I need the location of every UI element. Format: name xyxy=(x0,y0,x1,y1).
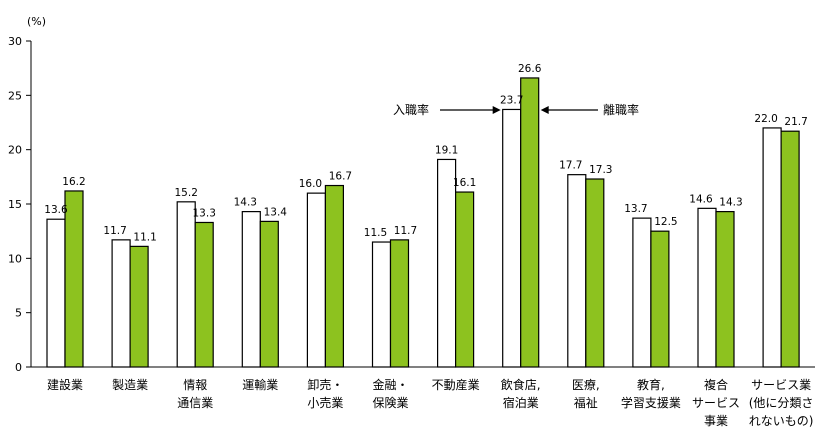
y-tick-label: 30 xyxy=(8,35,22,48)
separation-rate-value-label: 13.4 xyxy=(264,206,288,218)
separation-rate-bar xyxy=(259,220,279,368)
y-tick-label: 0 xyxy=(15,361,22,374)
y-unit-label: (%) xyxy=(27,15,46,28)
category-label: 医療, xyxy=(572,378,600,392)
entry-rate-value-label: 17.7 xyxy=(559,160,582,172)
entry-rate-bar xyxy=(632,217,652,368)
y-tick-label: 10 xyxy=(8,252,22,265)
entry-rate-bar xyxy=(567,174,587,368)
separation-rate-bar xyxy=(715,211,735,368)
entry-rate-bar xyxy=(371,241,392,368)
entry-rate-value-label: 19.1 xyxy=(435,144,458,156)
entry-rate-bar xyxy=(762,127,782,368)
separation-rate-value-label: 11.1 xyxy=(133,231,156,243)
category-label: 事業 xyxy=(704,414,728,428)
y-tick-label: 5 xyxy=(15,307,22,320)
entry-rate-value-label: 13.7 xyxy=(624,203,647,215)
separation-rate-value-label: 13.3 xyxy=(193,207,216,219)
entry-rate-bar xyxy=(111,239,131,368)
category-label: 卸売・ xyxy=(307,377,343,392)
entry-rate-value-label: 22.0 xyxy=(754,113,777,125)
axis-layer: 0 5 10 15 20 25 30 (%) xyxy=(8,15,815,374)
separation-rate-bar xyxy=(64,190,84,368)
category-label: サービス xyxy=(692,396,740,410)
entry-rate-value-label: 23.7 xyxy=(500,94,523,106)
entry-rate-value-label: 11.5 xyxy=(364,227,387,239)
separation-rate-value-label: 17.3 xyxy=(589,164,612,176)
separation-rate-value-label: 12.5 xyxy=(654,216,677,228)
y-tick-label: 15 xyxy=(8,198,22,211)
separation-rate-bar xyxy=(520,77,540,368)
annotation-layer: 入職率 離職率 xyxy=(393,102,639,117)
category-label: 不動産業 xyxy=(432,377,480,392)
separation-rate-bar xyxy=(324,184,344,368)
entry-rate-bar xyxy=(697,207,717,368)
category-label: 運輸業 xyxy=(242,377,278,392)
entry-rate-bar xyxy=(437,158,457,368)
entry-rate-value-label: 14.6 xyxy=(689,193,713,205)
category-label: 建設業 xyxy=(47,377,83,392)
separation-rate-value-label: 16.7 xyxy=(329,171,352,183)
separation-rate-value-label: 16.2 xyxy=(62,176,85,188)
category-label: 飲食店, xyxy=(501,377,541,392)
category-label: 製造業 xyxy=(112,378,148,392)
category-label: (他に分類さ xyxy=(749,396,814,410)
separation-rate-annotation: 離職率 xyxy=(603,102,639,117)
separation-rate-arrow-head xyxy=(540,106,549,114)
bar-layer xyxy=(46,77,800,368)
entry-rate-value-label: 16.0 xyxy=(299,178,322,190)
separation-rate-value-label: 16.1 xyxy=(453,177,476,189)
entry-rate-annotation: 入職率 xyxy=(393,102,429,117)
separation-rate-value-label: 14.3 xyxy=(719,197,742,209)
separation-rate-bar xyxy=(455,191,475,368)
category-label: 小売業 xyxy=(307,395,343,410)
category-label: 金融・ xyxy=(372,377,408,392)
separation-rate-value-label: 21.7 xyxy=(784,116,807,128)
entry-rate-value-label: 15.2 xyxy=(175,187,198,199)
entry-rate-bar xyxy=(306,192,326,368)
separation-rate-bar xyxy=(780,130,800,368)
category-label: 通信業 xyxy=(177,396,213,410)
category-label: 福祉 xyxy=(574,395,598,410)
entry-rate-arrow-head xyxy=(492,106,501,114)
category-label: 複合 xyxy=(704,377,728,392)
category-label: 学習支援業 xyxy=(621,395,681,410)
category-label: 宿泊業 xyxy=(503,395,539,410)
entry-rate-bar xyxy=(241,211,261,368)
entry-rate-value-label: 14.3 xyxy=(234,197,257,209)
separation-rate-bar xyxy=(389,239,410,368)
y-tick-label: 25 xyxy=(8,89,22,102)
category-label: 情報 xyxy=(183,378,207,392)
category-label: れないもの) xyxy=(749,414,814,428)
entry-rate-bar xyxy=(46,218,66,368)
category-label: サービス業 xyxy=(751,378,811,392)
entry-rate-value-label: 13.6 xyxy=(44,204,68,216)
separation-rate-bar xyxy=(585,178,605,368)
separation-rate-value-label: 26.6 xyxy=(518,63,542,75)
separation-rate-bar xyxy=(194,221,214,368)
y-tick-label: 20 xyxy=(8,144,22,157)
separation-rate-bar xyxy=(129,245,149,368)
category-label: 保険業 xyxy=(372,396,408,410)
category-label: 教育, xyxy=(637,377,665,392)
separation-rate-value-label: 11.7 xyxy=(394,225,417,237)
separation-rate-bar xyxy=(650,230,670,368)
entry-rate-bar xyxy=(502,108,522,368)
entry-rate-value-label: 11.7 xyxy=(103,225,126,237)
entry-rate-bar xyxy=(176,201,196,368)
